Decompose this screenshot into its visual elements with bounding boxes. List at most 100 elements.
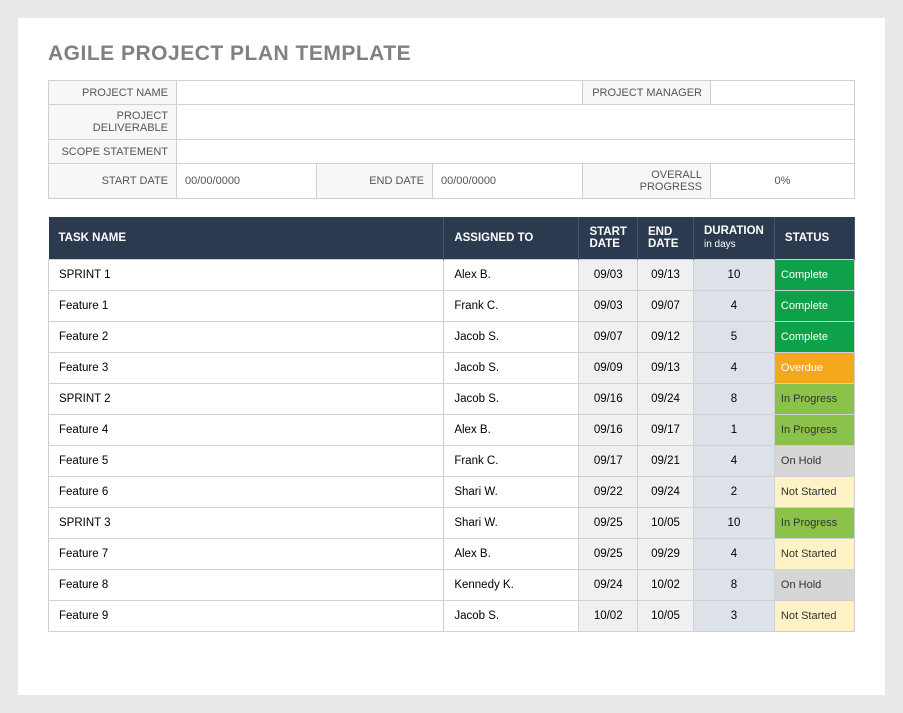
cell-status[interactable]: Complete [774, 259, 854, 290]
label-project-manager: PROJECT MANAGER [583, 81, 711, 105]
cell-assigned[interactable]: Shari W. [444, 507, 579, 538]
cell-status[interactable]: Not Started [774, 476, 854, 507]
cell-start-date[interactable]: 09/22 [579, 476, 638, 507]
value-overall-progress: 0% [711, 164, 855, 199]
cell-duration[interactable]: 3 [694, 600, 775, 631]
cell-duration[interactable]: 8 [694, 569, 775, 600]
cell-status[interactable]: In Progress [774, 414, 854, 445]
cell-end-date[interactable]: 09/21 [637, 445, 693, 476]
cell-status[interactable]: Complete [774, 321, 854, 352]
cell-task[interactable]: Feature 8 [49, 569, 444, 600]
cell-task[interactable]: Feature 4 [49, 414, 444, 445]
table-row: Feature 1Frank C.09/0309/074Complete [49, 290, 855, 321]
cell-task[interactable]: SPRINT 2 [49, 383, 444, 414]
cell-start-date[interactable]: 09/16 [579, 383, 638, 414]
cell-status[interactable]: Not Started [774, 538, 854, 569]
table-row: Feature 8Kennedy K.09/2410/028On Hold [49, 569, 855, 600]
cell-assigned[interactable]: Jacob S. [444, 321, 579, 352]
value-project-deliverable[interactable] [177, 105, 855, 140]
cell-assigned[interactable]: Jacob S. [444, 352, 579, 383]
table-row: Feature 4Alex B.09/1609/171In Progress [49, 414, 855, 445]
table-row: Feature 7Alex B.09/2509/294Not Started [49, 538, 855, 569]
cell-assigned[interactable]: Frank C. [444, 290, 579, 321]
cell-assigned[interactable]: Jacob S. [444, 600, 579, 631]
cell-start-date[interactable]: 09/09 [579, 352, 638, 383]
cell-end-date[interactable]: 09/24 [637, 383, 693, 414]
cell-duration[interactable]: 1 [694, 414, 775, 445]
cell-status[interactable]: Not Started [774, 600, 854, 631]
cell-end-date[interactable]: 09/12 [637, 321, 693, 352]
cell-duration[interactable]: 8 [694, 383, 775, 414]
cell-end-date[interactable]: 10/02 [637, 569, 693, 600]
cell-start-date[interactable]: 09/25 [579, 538, 638, 569]
cell-assigned[interactable]: Alex B. [444, 414, 579, 445]
value-start-date[interactable]: 00/00/0000 [177, 164, 317, 199]
col-end-date: END DATE [637, 217, 693, 259]
cell-end-date[interactable]: 09/29 [637, 538, 693, 569]
cell-assigned[interactable]: Alex B. [444, 259, 579, 290]
col-task-name: TASK NAME [49, 217, 444, 259]
cell-assigned[interactable]: Alex B. [444, 538, 579, 569]
table-row: Feature 3Jacob S.09/0909/134Overdue [49, 352, 855, 383]
cell-assigned[interactable]: Frank C. [444, 445, 579, 476]
cell-start-date[interactable]: 09/17 [579, 445, 638, 476]
cell-task[interactable]: Feature 5 [49, 445, 444, 476]
cell-start-date[interactable]: 09/25 [579, 507, 638, 538]
cell-end-date[interactable]: 09/13 [637, 352, 693, 383]
cell-start-date[interactable]: 09/07 [579, 321, 638, 352]
col-duration-label: DURATION [704, 225, 764, 237]
cell-task[interactable]: Feature 9 [49, 600, 444, 631]
table-row: Feature 2Jacob S.09/0709/125Complete [49, 321, 855, 352]
cell-start-date[interactable]: 09/03 [579, 259, 638, 290]
cell-assigned[interactable]: Shari W. [444, 476, 579, 507]
cell-end-date[interactable]: 09/07 [637, 290, 693, 321]
cell-start-date[interactable]: 09/24 [579, 569, 638, 600]
value-project-manager[interactable] [711, 81, 855, 105]
label-end-date: END DATE [317, 164, 433, 199]
cell-status[interactable]: In Progress [774, 507, 854, 538]
cell-status[interactable]: Complete [774, 290, 854, 321]
table-row: Feature 5Frank C.09/1709/214On Hold [49, 445, 855, 476]
cell-start-date[interactable]: 10/02 [579, 600, 638, 631]
cell-start-date[interactable]: 09/16 [579, 414, 638, 445]
table-row: Feature 6Shari W.09/2209/242Not Started [49, 476, 855, 507]
table-row: Feature 9Jacob S.10/0210/053Not Started [49, 600, 855, 631]
cell-task[interactable]: Feature 7 [49, 538, 444, 569]
table-row: SPRINT 2Jacob S.09/1609/248In Progress [49, 383, 855, 414]
cell-duration[interactable]: 5 [694, 321, 775, 352]
cell-duration[interactable]: 4 [694, 352, 775, 383]
cell-duration[interactable]: 10 [694, 507, 775, 538]
cell-end-date[interactable]: 09/17 [637, 414, 693, 445]
cell-end-date[interactable]: 10/05 [637, 600, 693, 631]
cell-task[interactable]: Feature 1 [49, 290, 444, 321]
document-page: AGILE PROJECT PLAN TEMPLATE PROJECT NAME… [18, 18, 885, 695]
table-row: SPRINT 1Alex B.09/0309/1310Complete [49, 259, 855, 290]
col-assigned-to: ASSIGNED TO [444, 217, 579, 259]
project-meta-table: PROJECT NAME PROJECT MANAGER PROJECT DEL… [48, 80, 855, 199]
cell-end-date[interactable]: 10/05 [637, 507, 693, 538]
cell-status[interactable]: Overdue [774, 352, 854, 383]
value-scope-statement[interactable] [177, 140, 855, 164]
cell-duration[interactable]: 10 [694, 259, 775, 290]
cell-start-date[interactable]: 09/03 [579, 290, 638, 321]
cell-status[interactable]: On Hold [774, 569, 854, 600]
cell-assigned[interactable]: Jacob S. [444, 383, 579, 414]
cell-end-date[interactable]: 09/24 [637, 476, 693, 507]
cell-task[interactable]: SPRINT 3 [49, 507, 444, 538]
label-overall-progress: OVERALL PROGRESS [583, 164, 711, 199]
cell-task[interactable]: Feature 2 [49, 321, 444, 352]
cell-status[interactable]: In Progress [774, 383, 854, 414]
value-project-name[interactable] [177, 81, 583, 105]
cell-assigned[interactable]: Kennedy K. [444, 569, 579, 600]
value-end-date[interactable]: 00/00/0000 [433, 164, 583, 199]
cell-duration[interactable]: 4 [694, 445, 775, 476]
label-project-name: PROJECT NAME [49, 81, 177, 105]
cell-task[interactable]: Feature 6 [49, 476, 444, 507]
cell-task[interactable]: Feature 3 [49, 352, 444, 383]
cell-duration[interactable]: 4 [694, 538, 775, 569]
cell-end-date[interactable]: 09/13 [637, 259, 693, 290]
cell-task[interactable]: SPRINT 1 [49, 259, 444, 290]
cell-status[interactable]: On Hold [774, 445, 854, 476]
cell-duration[interactable]: 4 [694, 290, 775, 321]
cell-duration[interactable]: 2 [694, 476, 775, 507]
